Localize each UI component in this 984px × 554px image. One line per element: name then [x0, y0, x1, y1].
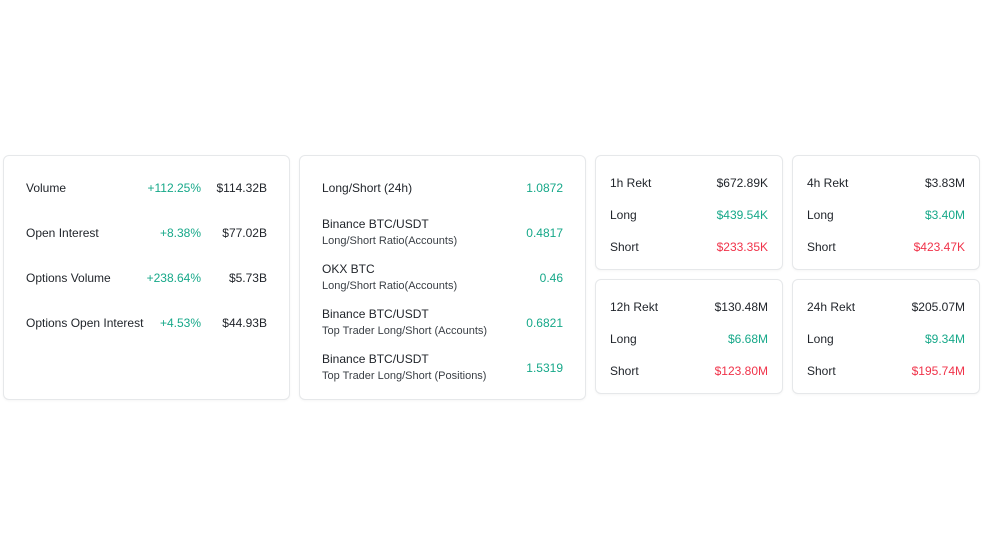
stat-change: +8.38% — [159, 226, 201, 240]
stat-label: Volume — [26, 181, 67, 195]
ratio-subtitle: Top Trader Long/Short (Positions) — [322, 370, 487, 382]
rekt-short-row: Short $233.35K — [596, 237, 782, 257]
long-short-card: Long/Short (24h) 1.0872 Binance BTC/USDT… — [299, 155, 586, 400]
stat-value: $114.32B — [216, 181, 268, 195]
rekt-long-label: Long — [610, 332, 637, 346]
ratio-title: Binance BTC/USDT — [322, 217, 429, 231]
rekt-long-row: Long $9.34M — [793, 329, 979, 349]
rekt-card-24h: 24h Rekt $205.07M Long $9.34M Short $195… — [792, 279, 980, 394]
rekt-short-value: $423.47K — [913, 240, 965, 254]
rekt-long-row: Long $3.40M — [793, 205, 979, 225]
ratio-row-binance-accounts[interactable]: Binance BTC/USDT Long/Short Ratio(Accoun… — [300, 214, 585, 250]
rekt-short-row: Short $195.74M — [793, 361, 979, 381]
rekt-title: 12h Rekt — [610, 300, 659, 314]
rekt-total-row: 1h Rekt $672.89K — [596, 173, 782, 193]
stat-row-volume[interactable]: Volume +112.25% $114.32B — [4, 178, 289, 198]
market-stats-card: Volume +112.25% $114.32B Open Interest +… — [3, 155, 290, 400]
ratio-subtitle: Long/Short Ratio(Accounts) — [322, 280, 458, 292]
stat-row-open-interest[interactable]: Open Interest +8.38% $77.02B — [4, 223, 289, 243]
rekt-long-value: $3.40M — [924, 208, 965, 222]
ratio-value: 0.46 — [539, 271, 563, 285]
rekt-short-value: $233.35K — [716, 240, 768, 254]
rekt-total: $672.89K — [716, 176, 768, 190]
stat-change: +4.53% — [159, 316, 201, 330]
stat-value: $5.73B — [228, 271, 267, 285]
stat-row-options-open-interest[interactable]: Options Open Interest +4.53% $44.93B — [4, 313, 289, 333]
ratio-row-binance-top-accounts[interactable]: Binance BTC/USDT Top Trader Long/Short (… — [300, 304, 585, 340]
rekt-short-label: Short — [610, 240, 639, 254]
rekt-card-12h: 12h Rekt $130.48M Long $6.68M Short $123… — [595, 279, 783, 394]
rekt-title: 4h Rekt — [807, 176, 849, 190]
stat-row-options-volume[interactable]: Options Volume +238.64% $5.73B — [4, 268, 289, 288]
ratio-value: 0.4817 — [526, 226, 563, 240]
ratio-row-binance-top-positions[interactable]: Binance BTC/USDT Top Trader Long/Short (… — [300, 349, 585, 385]
stat-value: $77.02B — [222, 226, 267, 240]
ratio-title: Binance BTC/USDT — [322, 352, 429, 366]
stat-change: +112.25% — [147, 181, 202, 195]
rekt-long-value: $9.34M — [924, 332, 965, 346]
rekt-long-value: $6.68M — [727, 332, 768, 346]
ratio-value: 1.5319 — [526, 361, 563, 375]
rekt-total: $3.83M — [924, 176, 965, 190]
rekt-title: 24h Rekt — [807, 300, 856, 314]
stat-label: Open Interest — [26, 226, 99, 240]
stat-value: $44.93B — [222, 316, 267, 330]
ratio-subtitle: Long/Short Ratio(Accounts) — [322, 235, 458, 247]
stat-label: Options Open Interest — [26, 316, 144, 330]
ratio-title: Long/Short (24h) — [322, 181, 413, 195]
rekt-long-row: Long $6.68M — [596, 329, 782, 349]
rekt-card-4h: 4h Rekt $3.83M Long $3.40M Short $423.47… — [792, 155, 980, 270]
rekt-total-row: 12h Rekt $130.48M — [596, 297, 782, 317]
rekt-total: $205.07M — [911, 300, 965, 314]
rekt-long-label: Long — [807, 208, 834, 222]
rekt-short-value: $123.80M — [714, 364, 768, 378]
rekt-title: 1h Rekt — [610, 176, 652, 190]
rekt-short-row: Short $123.80M — [596, 361, 782, 381]
ratio-title: OKX BTC — [322, 262, 375, 276]
rekt-total-row: 24h Rekt $205.07M — [793, 297, 979, 317]
rekt-short-label: Short — [807, 240, 836, 254]
stat-change: +238.64% — [146, 271, 201, 285]
rekt-total: $130.48M — [714, 300, 768, 314]
rekt-long-row: Long $439.54K — [596, 205, 782, 225]
rekt-card-1h: 1h Rekt $672.89K Long $439.54K Short $23… — [595, 155, 783, 270]
stat-label: Options Volume — [26, 271, 111, 285]
ratio-value: 1.0872 — [526, 181, 563, 195]
ratio-subtitle: Top Trader Long/Short (Accounts) — [322, 325, 488, 337]
rekt-long-value: $439.54K — [716, 208, 768, 222]
rekt-short-label: Short — [610, 364, 639, 378]
rekt-long-label: Long — [807, 332, 834, 346]
rekt-total-row: 4h Rekt $3.83M — [793, 173, 979, 193]
ratio-title: Binance BTC/USDT — [322, 307, 429, 321]
ratio-row-okx-accounts[interactable]: OKX BTC Long/Short Ratio(Accounts) 0.46 — [300, 259, 585, 295]
ratio-row-long-short-24h[interactable]: Long/Short (24h) 1.0872 — [300, 178, 585, 198]
rekt-short-label: Short — [807, 364, 836, 378]
ratio-value: 0.6821 — [526, 316, 563, 330]
rekt-long-label: Long — [610, 208, 637, 222]
rekt-short-row: Short $423.47K — [793, 237, 979, 257]
rekt-short-value: $195.74M — [911, 364, 965, 378]
